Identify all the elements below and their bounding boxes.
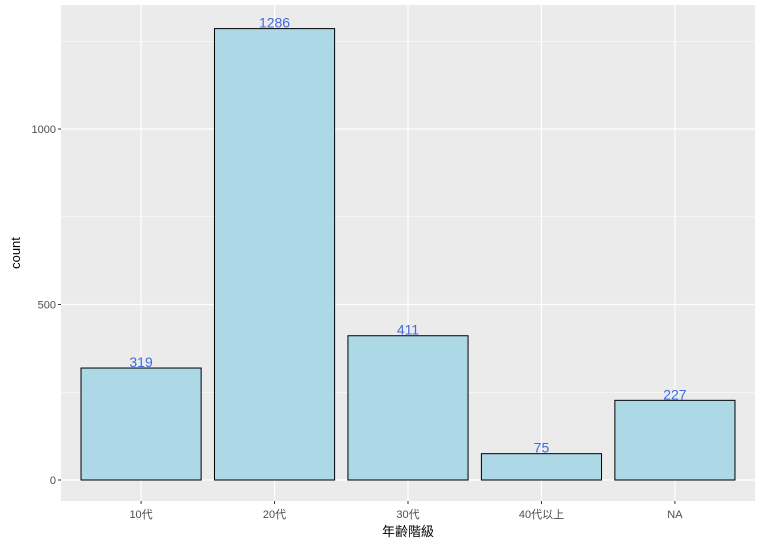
x-tick-label: 30代 <box>396 508 419 521</box>
x-tick-label: NA <box>667 509 683 521</box>
data-label: 227 <box>663 386 687 402</box>
data-label: 75 <box>534 440 550 456</box>
y-tick-label: 0 <box>50 475 56 487</box>
bar-1 <box>80 367 202 481</box>
y-tick-label: 500 <box>38 300 56 312</box>
bar-2 <box>213 28 336 481</box>
bar-3 <box>347 335 469 481</box>
bar-4 <box>480 453 603 481</box>
y-axis-title: count <box>8 237 23 269</box>
x-tick-label: 40代以上 <box>519 508 564 521</box>
data-label: 1286 <box>259 15 290 31</box>
x-axis-title: 年齢階級 <box>382 524 434 539</box>
y-tick-label: 1000 <box>32 124 56 136</box>
data-label: 411 <box>397 322 420 338</box>
x-tick-label: 20代 <box>263 508 286 521</box>
x-tick-label: 10代 <box>129 508 152 521</box>
bar-5 <box>614 399 736 481</box>
data-label: 319 <box>129 354 153 370</box>
